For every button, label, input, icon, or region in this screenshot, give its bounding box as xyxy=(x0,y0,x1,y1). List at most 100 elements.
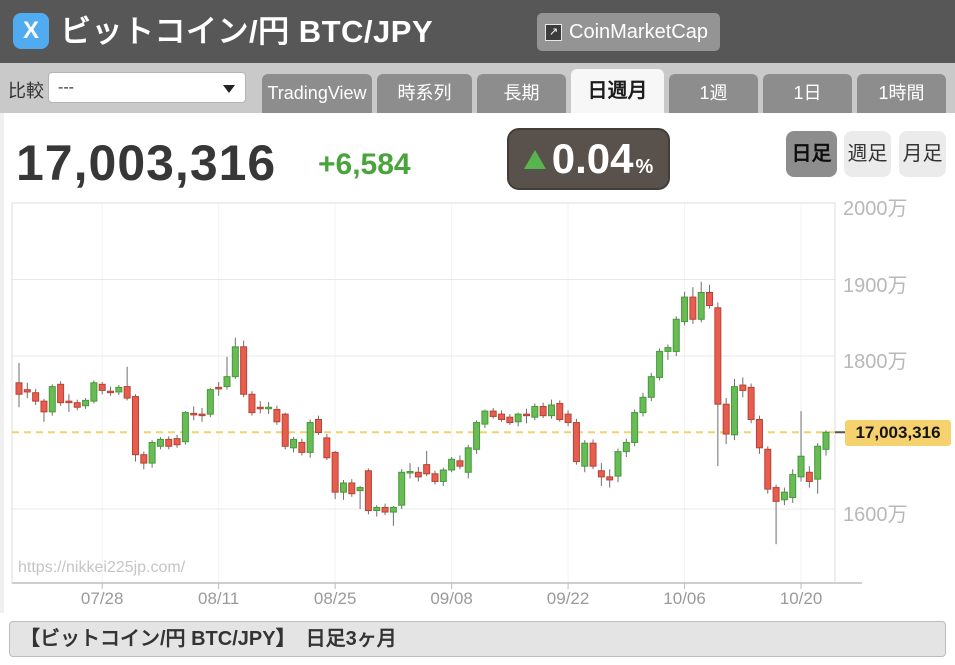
candlestick xyxy=(248,391,256,416)
candlestick xyxy=(431,470,439,485)
external-link-icon: ↗ xyxy=(545,23,562,41)
current-price: 17,003,316 xyxy=(16,135,277,191)
candlestick xyxy=(98,382,106,395)
chart-caption: 【ビットコイン/円 BTC/JPY】 日足3ヶ月 xyxy=(9,621,946,657)
candlestick xyxy=(156,437,164,450)
toolbar: 比較 --- TradingView 時系列 長期 日週月 1週 1日 1時間 xyxy=(0,63,955,113)
x-twitter-icon[interactable]: X xyxy=(13,13,49,49)
candlestick xyxy=(273,405,281,425)
candlestick xyxy=(456,455,464,470)
candlestick xyxy=(423,450,431,477)
x-axis-label: 10/20 xyxy=(779,589,823,608)
candlestick xyxy=(181,411,189,445)
candlestick xyxy=(131,394,139,462)
interval-button-1[interactable]: 週足 xyxy=(844,131,891,177)
tab-tradingview[interactable]: TradingView xyxy=(262,74,372,113)
candlestick xyxy=(656,348,664,381)
candlestick xyxy=(581,440,589,473)
x-axis-label: 07/28 xyxy=(80,589,124,608)
candlestick xyxy=(473,420,481,454)
candlestick xyxy=(414,466,422,482)
interval-button-0[interactable]: 日足 xyxy=(786,131,837,177)
candlestick xyxy=(730,378,738,441)
candlestick xyxy=(15,362,23,408)
compare-select[interactable]: --- xyxy=(48,72,246,103)
candlestick xyxy=(48,384,56,416)
chevron-down-icon xyxy=(223,85,235,93)
candlestick xyxy=(722,398,730,444)
candlestick xyxy=(822,430,830,456)
candlestick xyxy=(165,436,173,450)
candlestick xyxy=(614,448,622,483)
candlestick xyxy=(556,400,564,422)
x-axis-label: 09/08 xyxy=(430,589,473,608)
candlestick xyxy=(148,440,156,468)
candlestick xyxy=(65,394,73,412)
candlestick xyxy=(73,399,81,411)
candlestick xyxy=(689,287,697,324)
candlestick xyxy=(23,382,31,399)
candlestick xyxy=(572,418,580,465)
candlestick xyxy=(215,382,223,396)
candlestick xyxy=(489,408,497,419)
coinmarketcap-label: CoinMarketCap xyxy=(569,20,708,43)
candlestick xyxy=(539,402,547,418)
candlestick xyxy=(606,469,614,488)
candlestick xyxy=(406,463,414,479)
y-axis-label: 2000万 xyxy=(843,198,908,220)
compare-select-value: --- xyxy=(58,79,74,96)
coinmarketcap-button[interactable]: ↗ CoinMarketCap xyxy=(537,13,720,51)
y-axis-label: 1900万 xyxy=(843,274,908,297)
candlestick xyxy=(256,401,264,414)
x-axis-label: 09/22 xyxy=(546,589,590,608)
candlestick xyxy=(356,486,364,509)
plot-border xyxy=(11,202,836,584)
watermark-url: https://nikkei225jp.com/ xyxy=(18,559,186,576)
page-title: ビットコイン/円 BTC/JPY xyxy=(60,14,434,49)
candlestick xyxy=(547,399,555,419)
candlestick xyxy=(797,411,805,482)
tab-1[interactable]: 時系列 xyxy=(377,74,472,113)
candlestick xyxy=(389,505,397,526)
candlestick xyxy=(681,291,689,326)
candlestick xyxy=(564,410,572,427)
candlestick xyxy=(522,408,530,424)
candlestick xyxy=(531,403,539,421)
candlestick xyxy=(439,467,447,487)
candlestick xyxy=(631,409,639,447)
candlestick xyxy=(514,412,522,427)
candlestick xyxy=(107,386,115,396)
candlestick xyxy=(206,388,214,418)
candlestick xyxy=(115,385,123,396)
candlestick xyxy=(647,372,655,402)
candlestick xyxy=(348,479,356,497)
candlestick xyxy=(339,479,347,500)
candlestick xyxy=(697,281,705,323)
tab-2[interactable]: 長期 xyxy=(477,74,566,113)
percent-sign: % xyxy=(635,156,654,178)
candlestick xyxy=(448,456,456,473)
current-price-axis-tag: 17,003,316 xyxy=(845,420,951,446)
candlestick xyxy=(298,438,306,456)
tab-6[interactable]: 1時間 xyxy=(857,74,946,113)
candlestick xyxy=(198,408,206,422)
candlestick xyxy=(323,434,331,461)
tab-4[interactable]: 1週 xyxy=(669,74,758,113)
y-axis-label: 1600万 xyxy=(843,504,908,526)
candlestick xyxy=(40,398,48,422)
candlestick xyxy=(706,284,714,309)
percent-change-badge: 0.04 % xyxy=(507,128,670,190)
candlestick xyxy=(140,451,148,470)
candlestick xyxy=(90,380,98,404)
tab-5[interactable]: 1日 xyxy=(763,74,852,113)
interval-button-2[interactable]: 月足 xyxy=(899,131,946,177)
x-axis-label: 08/25 xyxy=(313,589,357,608)
y-axis-label: 1800万 xyxy=(843,351,908,373)
up-triangle-icon xyxy=(523,149,546,169)
tab-3[interactable]: 日週月 xyxy=(571,69,664,113)
candlestick xyxy=(780,487,788,506)
candlestick xyxy=(398,469,406,509)
candlestick xyxy=(57,381,65,406)
candlestick xyxy=(281,412,289,450)
candlestick xyxy=(498,410,506,422)
